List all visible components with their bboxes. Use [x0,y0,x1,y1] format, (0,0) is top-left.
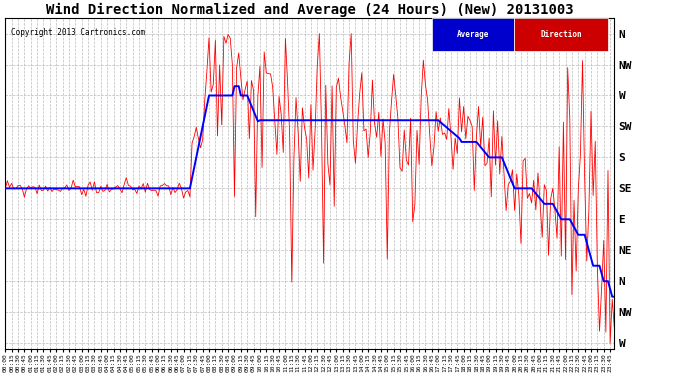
Title: Wind Direction Normalized and Average (24 Hours) (New) 20131003: Wind Direction Normalized and Average (2… [46,3,573,17]
FancyBboxPatch shape [514,18,609,51]
Text: Average: Average [457,30,489,39]
FancyBboxPatch shape [432,18,514,51]
Text: Copyright 2013 Cartronics.com: Copyright 2013 Cartronics.com [11,28,146,37]
Text: Direction: Direction [540,30,582,39]
